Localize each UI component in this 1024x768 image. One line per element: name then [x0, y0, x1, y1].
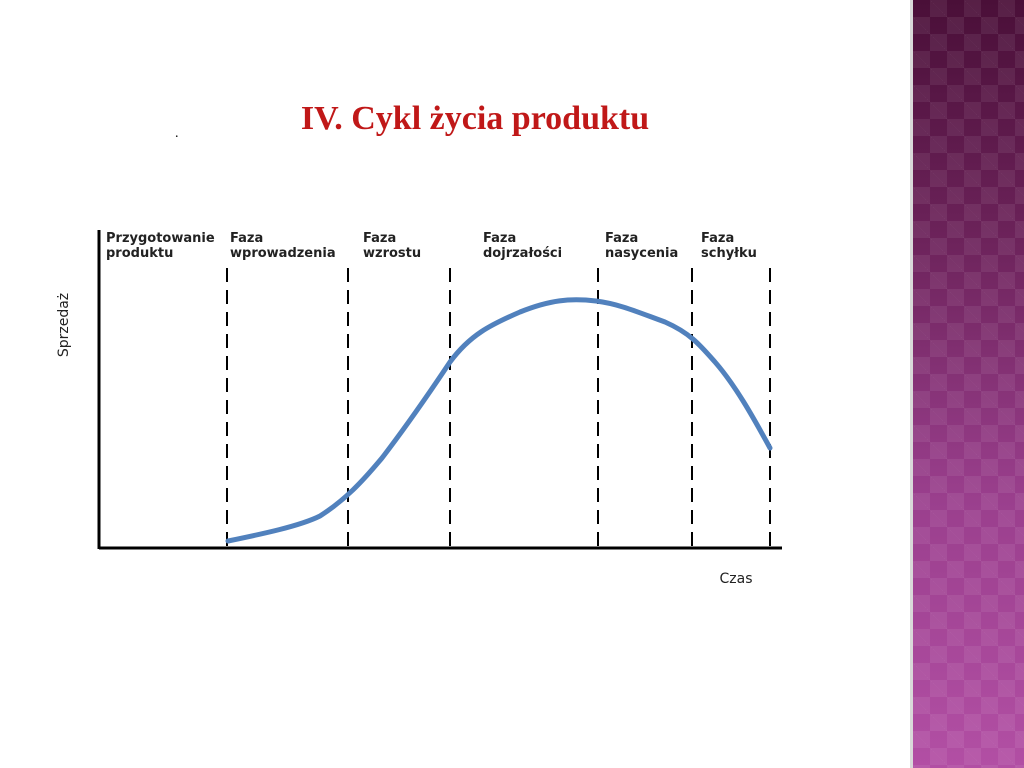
sales-curve [225, 297, 773, 544]
phase-label-line1: Faza [230, 231, 263, 246]
stray-dot: . [175, 126, 179, 141]
phase-label-line1: Faza [363, 231, 396, 246]
product-lifecycle-diagram: Przygotowanie produktu Faza wprowadzenia… [56, 230, 782, 587]
phase-label-line1: Faza [483, 231, 516, 246]
phase-label-line1: Faza [605, 231, 638, 246]
phase-label-line1: Przygotowanie [106, 231, 215, 246]
decorative-side-panel [913, 0, 1024, 768]
y-axis-label: Sprzedaż [56, 293, 72, 357]
phase-label-line2: wprowadzenia [230, 246, 336, 261]
phase-label-line2: nasycenia [605, 246, 678, 261]
phase-label-line2: dojrzałości [483, 246, 562, 261]
phase-label-line2: schyłku [701, 246, 757, 261]
phase-label-line2: produktu [106, 246, 173, 261]
side-panel-divider [910, 0, 913, 768]
phase-label-line1: Faza [701, 231, 734, 246]
phase-label-line2: wzrostu [363, 246, 421, 261]
x-axis-label: Czas [720, 571, 753, 587]
slide-title: IV. Cykl życia produktu [300, 100, 650, 137]
